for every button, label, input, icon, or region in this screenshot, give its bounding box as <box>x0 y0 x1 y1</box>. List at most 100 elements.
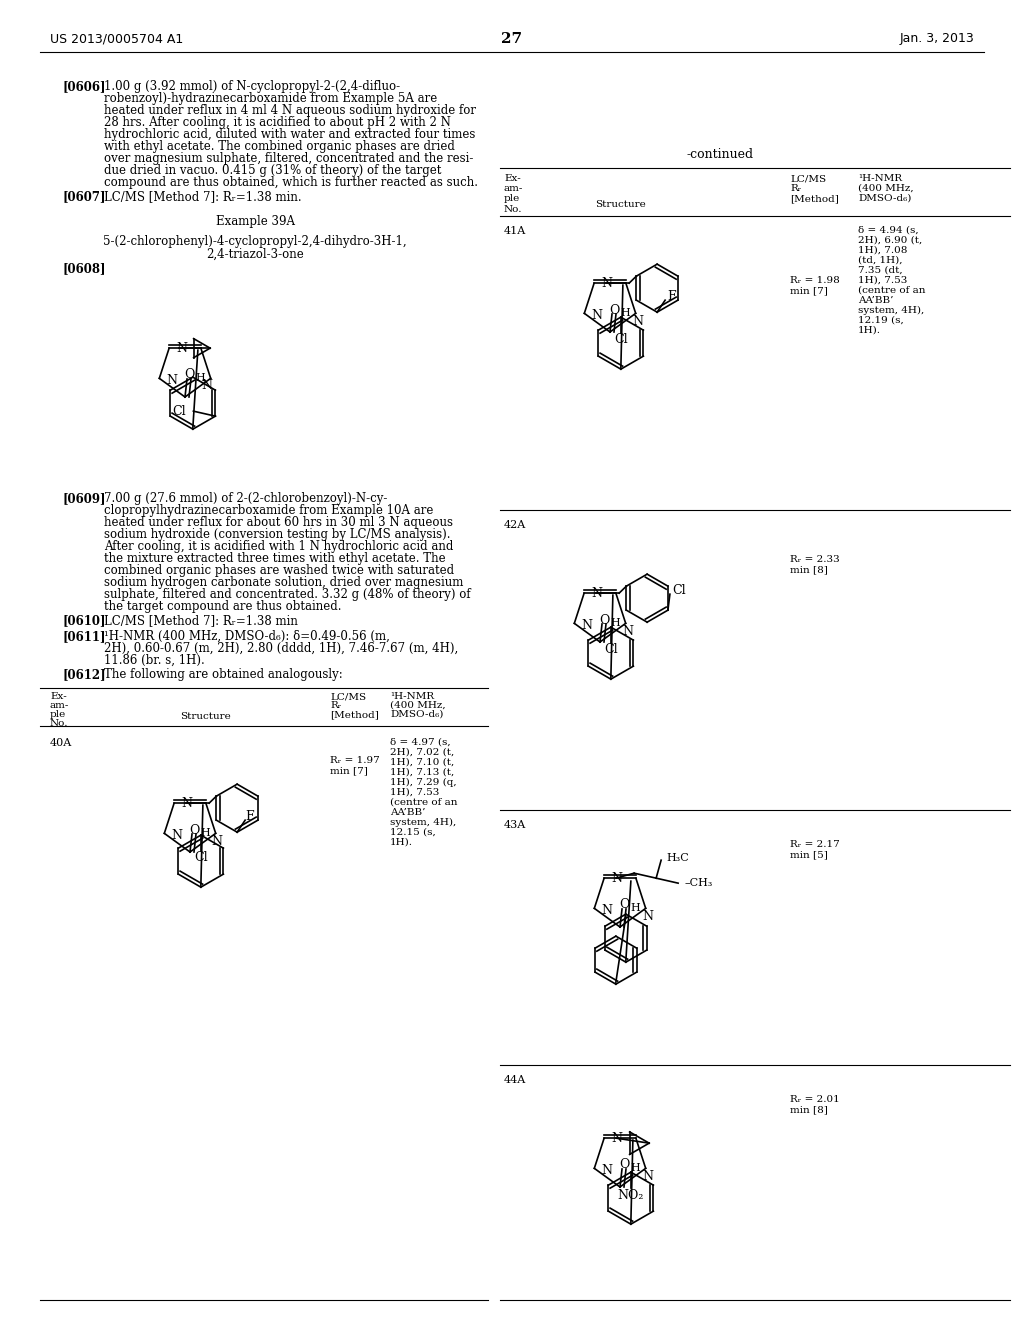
Text: O: O <box>599 614 609 627</box>
Text: No.: No. <box>504 205 522 214</box>
Text: ple: ple <box>50 710 67 719</box>
Text: the target compound are thus obtained.: the target compound are thus obtained. <box>104 601 341 612</box>
Text: Cl: Cl <box>672 583 685 597</box>
Text: min [7]: min [7] <box>790 286 827 294</box>
Text: 1H), 7.53: 1H), 7.53 <box>858 276 907 285</box>
Text: N: N <box>601 1164 612 1177</box>
Text: O: O <box>618 899 629 912</box>
Text: 11.86 (br. s, 1H).: 11.86 (br. s, 1H). <box>104 653 205 667</box>
Text: system, 4H),: system, 4H), <box>390 818 457 828</box>
Text: LC/MS: LC/MS <box>790 174 826 183</box>
Text: H: H <box>631 903 641 913</box>
Text: [0612]: [0612] <box>62 668 105 681</box>
Text: 27: 27 <box>502 32 522 46</box>
Text: Rᵣ = 2.33: Rᵣ = 2.33 <box>790 554 840 564</box>
Text: with ethyl acetate. The combined organic phases are dried: with ethyl acetate. The combined organic… <box>104 140 455 153</box>
Text: 40A: 40A <box>50 738 73 748</box>
Text: clopropylhydrazinecarboxamide from Example 10A are: clopropylhydrazinecarboxamide from Examp… <box>104 504 433 517</box>
Text: O: O <box>618 1159 629 1172</box>
Text: 5-(2-chlorophenyl)-4-cyclopropyl-2,4-dihydro-3H-1,: 5-(2-chlorophenyl)-4-cyclopropyl-2,4-dih… <box>103 235 407 248</box>
Text: Cl: Cl <box>604 643 617 656</box>
Text: Cl: Cl <box>172 405 185 417</box>
Text: US 2013/0005704 A1: US 2013/0005704 A1 <box>50 32 183 45</box>
Text: N: N <box>611 871 623 884</box>
Text: due dried in vacuo. 0.415 g (31% of theory) of the target: due dried in vacuo. 0.415 g (31% of theo… <box>104 164 441 177</box>
Text: H: H <box>196 374 206 383</box>
Text: 44A: 44A <box>504 1074 526 1085</box>
Text: [0611]: [0611] <box>62 630 105 643</box>
Text: ple: ple <box>504 194 520 203</box>
Text: 41A: 41A <box>504 226 526 236</box>
Text: LC/MS [Method 7]: Rᵣ=1.38 min: LC/MS [Method 7]: Rᵣ=1.38 min <box>104 614 298 627</box>
Text: [0609]: [0609] <box>62 492 105 506</box>
Text: combined organic phases are washed twice with saturated: combined organic phases are washed twice… <box>104 564 454 577</box>
Text: 28 hrs. After cooling, it is acidified to about pH 2 with 2 N: 28 hrs. After cooling, it is acidified t… <box>104 116 451 129</box>
Text: AA’BB’: AA’BB’ <box>390 808 426 817</box>
Text: δ = 4.97 (s,: δ = 4.97 (s, <box>390 738 451 747</box>
Text: hydrochloric acid, diluted with water and extracted four times: hydrochloric acid, diluted with water an… <box>104 128 475 141</box>
Text: min [8]: min [8] <box>790 565 827 574</box>
Text: N: N <box>582 619 592 632</box>
Text: over magnesium sulphate, filtered, concentrated and the resi-: over magnesium sulphate, filtered, conce… <box>104 152 473 165</box>
Text: N: N <box>633 315 644 327</box>
Text: heated under reflux for about 60 hrs in 30 ml 3 N aqueous: heated under reflux for about 60 hrs in … <box>104 516 453 529</box>
Text: LC/MS: LC/MS <box>330 692 367 701</box>
Text: (centre of an: (centre of an <box>390 799 458 807</box>
Text: NO₂: NO₂ <box>617 1188 644 1201</box>
Text: 7.00 g (27.6 mmol) of 2-(2-chlorobenzoyl)-N-cy-: 7.00 g (27.6 mmol) of 2-(2-chlorobenzoyl… <box>104 492 387 506</box>
Text: AA’BB’: AA’BB’ <box>858 296 894 305</box>
Text: Example 39A: Example 39A <box>215 215 295 228</box>
Text: 42A: 42A <box>504 520 526 531</box>
Text: Rᵣ: Rᵣ <box>790 183 802 193</box>
Text: No.: No. <box>50 719 69 729</box>
Text: δ = 4.94 (s,: δ = 4.94 (s, <box>858 226 919 235</box>
Text: DMSO-d₆): DMSO-d₆) <box>390 710 443 719</box>
Text: (centre of an: (centre of an <box>858 286 926 294</box>
Text: N: N <box>591 309 602 322</box>
Text: Rᵣ = 1.97: Rᵣ = 1.97 <box>330 756 380 766</box>
Text: 1H).: 1H). <box>858 326 881 335</box>
Text: 2H), 0.60-0.67 (m, 2H), 2.80 (dddd, 1H), 7.46-7.67 (m, 4H),: 2H), 0.60-0.67 (m, 2H), 2.80 (dddd, 1H),… <box>104 642 459 655</box>
Text: Rᵣ: Rᵣ <box>330 701 341 710</box>
Text: the mixture extracted three times with ethyl acetate. The: the mixture extracted three times with e… <box>104 552 445 565</box>
Text: 1H), 7.13 (t,: 1H), 7.13 (t, <box>390 768 455 777</box>
Text: min [5]: min [5] <box>790 850 827 859</box>
Text: [Method]: [Method] <box>330 710 379 719</box>
Text: 7.35 (dt,: 7.35 (dt, <box>858 267 902 275</box>
Text: am-: am- <box>504 183 523 193</box>
Text: O: O <box>184 368 195 381</box>
Text: N: N <box>643 909 653 923</box>
Text: sodium hydroxide (conversion testing by LC/MS analysis).: sodium hydroxide (conversion testing by … <box>104 528 451 541</box>
Text: H: H <box>621 309 631 318</box>
Text: -continued: -continued <box>686 148 754 161</box>
Text: [0610]: [0610] <box>62 614 105 627</box>
Text: N: N <box>623 624 634 638</box>
Text: (400 MHz,: (400 MHz, <box>858 183 913 193</box>
Text: N: N <box>201 379 212 392</box>
Text: N: N <box>166 374 177 387</box>
Text: Rᵣ = 2.01: Rᵣ = 2.01 <box>790 1096 840 1104</box>
Text: O: O <box>609 304 620 317</box>
Text: Structure: Structure <box>180 711 230 721</box>
Text: –CH₃: –CH₃ <box>684 878 713 888</box>
Text: H₃C: H₃C <box>667 853 689 863</box>
Text: [0606]: [0606] <box>62 81 105 92</box>
Text: (400 MHz,: (400 MHz, <box>390 701 445 710</box>
Text: 1H), 7.10 (t,: 1H), 7.10 (t, <box>390 758 455 767</box>
Text: N: N <box>176 342 187 355</box>
Text: compound are thus obtained, which is further reacted as such.: compound are thus obtained, which is fur… <box>104 176 478 189</box>
Text: [0608]: [0608] <box>62 261 105 275</box>
Text: 2,4-triazol-3-one: 2,4-triazol-3-one <box>206 248 304 261</box>
Text: 1H), 7.08: 1H), 7.08 <box>858 246 907 255</box>
Text: heated under reflux in 4 ml 4 N aqueous sodium hydroxide for: heated under reflux in 4 ml 4 N aqueous … <box>104 104 476 117</box>
Text: am-: am- <box>50 701 70 710</box>
Text: ¹H-NMR: ¹H-NMR <box>390 692 434 701</box>
Text: 2H), 6.90 (t,: 2H), 6.90 (t, <box>858 236 923 246</box>
Text: 2H), 7.02 (t,: 2H), 7.02 (t, <box>390 748 455 756</box>
Text: 1H), 7.29 (q,: 1H), 7.29 (q, <box>390 777 457 787</box>
Text: N: N <box>601 904 612 917</box>
Text: 43A: 43A <box>504 820 526 830</box>
Text: [Method]: [Method] <box>790 194 839 203</box>
Text: F: F <box>245 809 254 822</box>
Text: N: N <box>591 586 602 599</box>
